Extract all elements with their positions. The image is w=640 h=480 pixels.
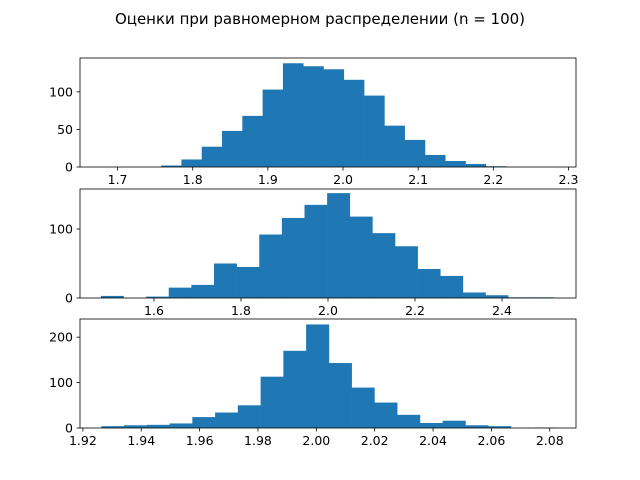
histogram-bar (168, 287, 192, 298)
histogram-bar (146, 424, 170, 428)
histogram-bar (214, 263, 237, 298)
histogram-bar (303, 66, 324, 167)
histogram-bar (465, 163, 487, 167)
histogram-bar (201, 146, 223, 167)
histogram-bar (236, 266, 260, 298)
histogram-bar (181, 159, 203, 167)
y-tick-label: 100 (49, 222, 73, 237)
histogram-bar (124, 425, 148, 428)
x-tick-label: 1.6 (144, 303, 164, 318)
histogram-bar (222, 130, 243, 167)
histogram-bar (262, 89, 284, 167)
x-tick-label: 1.96 (186, 433, 214, 448)
y-tick-label: 0 (65, 160, 73, 175)
histogram-bar (374, 402, 398, 428)
histogram-bar (417, 269, 441, 298)
figure-title: Оценки при равномерном распределении (n … (115, 10, 525, 28)
x-tick-label: 1.9 (258, 172, 278, 187)
x-tick-label: 1.98 (244, 433, 272, 448)
histogram-bar (242, 115, 263, 167)
histogram-bar (343, 79, 365, 167)
x-tick-label: 1.8 (183, 172, 203, 187)
histogram-bar (328, 363, 352, 428)
subplot-2: 1.6 1.8 2.0 2.2 2.4 0 100 (49, 188, 577, 318)
x-tick-label: 2.0 (333, 172, 353, 187)
x-tick-label: 1.94 (127, 433, 155, 448)
y-tick-label: 0 (65, 421, 73, 436)
x-tick-label: 2.02 (361, 433, 389, 448)
x-tick-label: 1.7 (108, 172, 128, 187)
histogram-bar (259, 234, 283, 298)
x-tick-label: 2.3 (559, 172, 579, 187)
histogram-bar (424, 154, 446, 167)
histogram-bar (351, 387, 375, 428)
histogram-bar (327, 193, 351, 298)
x-tick-label: 1.92 (69, 433, 97, 448)
axes-frame (79, 318, 577, 429)
histogram-bar (488, 426, 512, 428)
x-tick-label: 2.2 (483, 172, 503, 187)
histogram-bar (465, 425, 489, 428)
x-tick-label: 2.1 (408, 172, 428, 187)
histogram-bar (283, 350, 307, 428)
histogram-bar (215, 412, 239, 428)
x-tick-label: 1.8 (231, 303, 251, 318)
histogram-bar (445, 160, 466, 167)
y-tick-label: 100 (49, 375, 73, 390)
x-tick-label: 2.0 (318, 303, 338, 318)
histogram-bar (419, 423, 443, 428)
histogram-bar (485, 295, 509, 298)
histogram-bar (260, 376, 284, 428)
axes-frame (79, 57, 577, 168)
histogram-bar (281, 217, 305, 298)
y-tick-label: 50 (57, 122, 73, 137)
x-tick-label: 2.4 (492, 303, 512, 318)
x-tick-label: 2.2 (405, 303, 425, 318)
histogram-bar (404, 139, 426, 167)
histogram-bar (397, 414, 421, 428)
histogram-bar (304, 204, 328, 298)
histogram-bar (364, 95, 385, 167)
histogram-bar (101, 426, 125, 428)
histogram-bar (442, 420, 466, 428)
histogram-bar (440, 275, 464, 298)
histogram-bar (306, 324, 330, 428)
histogram-bar (192, 417, 216, 428)
subplots: 1.7 1.8 1.9 2.0 2.1 2.2 2.3 0 50 100 1.6 1.8 2.0 2.2 2… (49, 57, 579, 448)
histogram-bar (462, 292, 486, 298)
histogram-bar (349, 216, 373, 298)
x-tick-label: 2.04 (419, 433, 447, 448)
histogram-bar (282, 63, 304, 168)
histogram-bar (237, 405, 261, 428)
histogram-bar (384, 125, 405, 167)
histogram-bar (323, 69, 345, 167)
x-tick-label: 2.06 (477, 433, 505, 448)
histogram-bar (191, 284, 215, 298)
histogram-bar (161, 165, 182, 167)
y-tick-label: 0 (65, 291, 73, 306)
subplot-3: 1.92 1.94 1.96 1.98 2.00 2.02 2.04 2.06 2.08 0 100… (49, 318, 577, 448)
y-tick-label: 200 (49, 330, 73, 345)
x-tick-label: 2.00 (302, 433, 330, 448)
y-tick-label: 100 (49, 84, 73, 99)
histogram-bar (146, 296, 170, 298)
x-tick-label: 2.08 (536, 433, 564, 448)
histogram-bar (100, 295, 124, 298)
histogram-bar (169, 423, 193, 428)
histogram-bar (395, 246, 418, 298)
subplot-1: 1.7 1.8 1.9 2.0 2.1 2.2 2.3 0 50 100 (49, 57, 579, 187)
histogram-bar (372, 233, 396, 298)
